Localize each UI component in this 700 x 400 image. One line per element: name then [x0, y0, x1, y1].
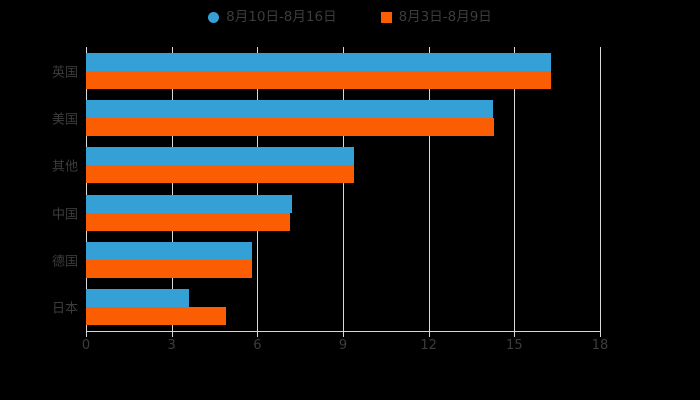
bar-其他-series-1[interactable] — [86, 165, 355, 184]
legend-item-series-1[interactable]: 8月3日-8月9日 — [380, 9, 492, 25]
tick-mark-15 — [514, 331, 516, 337]
gridline-x-6 — [257, 47, 259, 331]
bar-德国-series-0[interactable] — [86, 242, 252, 260]
x-axis-tick-label-6: 6 — [253, 338, 262, 353]
x-axis-tick-label-15: 15 — [506, 338, 523, 353]
tick-mark-12 — [428, 331, 430, 337]
y-axis-label-英国: 英国 — [51, 65, 78, 81]
gridline-x-0 — [86, 47, 87, 331]
x-axis-tick-label-0: 0 — [81, 338, 91, 353]
x-axis-tick-label-18: 18 — [591, 338, 609, 353]
x-axis-tick-label-3: 3 — [167, 338, 176, 353]
bar-日本-series-0[interactable] — [86, 289, 189, 308]
gridline-x-3 — [171, 47, 173, 331]
bar-日本-series-1[interactable] — [86, 307, 226, 326]
bar-英国-series-0[interactable] — [86, 52, 552, 71]
bar-美国-series-0[interactable] — [86, 100, 493, 118]
legend-circle-marker-icon — [208, 11, 220, 23]
x-axis-tick-label-12: 12 — [420, 338, 437, 353]
plot-area — [86, 47, 601, 331]
gridline-x-18 — [600, 47, 601, 331]
tick-mark-6 — [257, 331, 259, 337]
gridline-x-9 — [343, 47, 344, 331]
legend-label-series-0: 8月10日-8月16日 — [226, 9, 337, 25]
y-axis-label-日本: 日本 — [51, 301, 78, 317]
x-axis-tick-label-9: 9 — [338, 338, 348, 353]
bar-德国-series-1[interactable] — [86, 260, 252, 278]
tick-mark-18 — [600, 331, 601, 337]
legend-label-series-1: 8月3日-8月9日 — [398, 9, 492, 25]
bar-中国-series-1[interactable] — [86, 212, 291, 231]
gridline-x-15 — [514, 47, 516, 331]
y-axis-category-labels: 英国美国其他中国德国日本 — [0, 0, 78, 400]
y-axis-label-其他: 其他 — [51, 159, 78, 175]
y-axis-label-德国: 德国 — [51, 254, 78, 270]
bar-中国-series-0[interactable] — [86, 194, 292, 213]
bar-美国-series-1[interactable] — [86, 118, 495, 136]
chart-legend: 8月10日-8月16日 8月3日-8月9日 — [0, 10, 700, 24]
tick-mark-9 — [343, 331, 344, 337]
bar-英国-series-1[interactable] — [86, 70, 552, 89]
legend-item-series-0[interactable]: 8月10日-8月16日 — [208, 9, 337, 25]
gridline-x-12 — [428, 47, 430, 331]
bar-其他-series-0[interactable] — [86, 147, 355, 166]
tick-mark-3 — [171, 331, 173, 337]
y-axis-label-中国: 中国 — [51, 207, 78, 223]
tick-mark-0 — [86, 331, 87, 337]
y-axis-label-美国: 美国 — [51, 112, 78, 128]
legend-square-marker-icon — [380, 11, 392, 23]
